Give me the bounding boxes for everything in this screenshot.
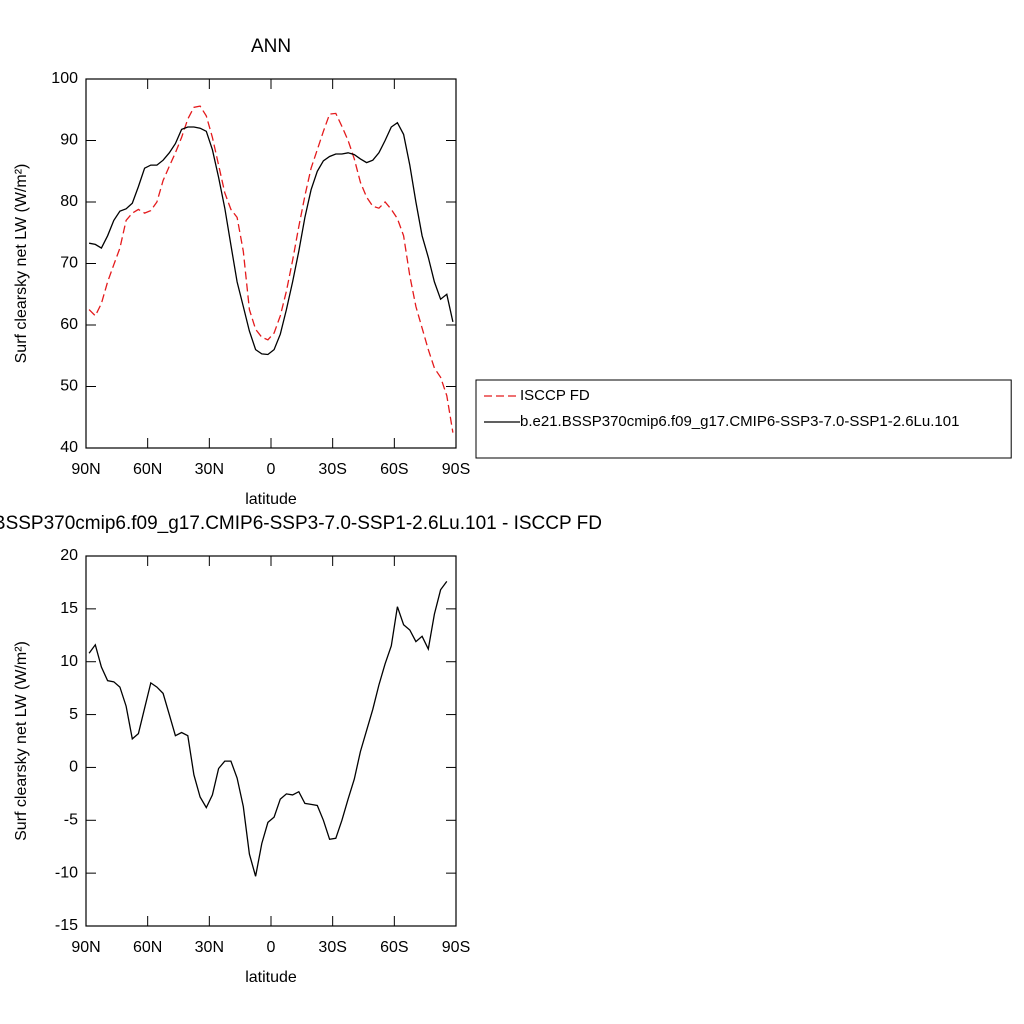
x-tick-label: 30N xyxy=(195,461,224,478)
x-tick-label: 30S xyxy=(318,461,346,478)
y-tick-label: -5 xyxy=(64,812,78,829)
x-tick-label: 30S xyxy=(318,939,346,956)
plot-frame xyxy=(85,78,457,449)
x-axis-label: latitude xyxy=(245,969,297,986)
x-tick-label: 60N xyxy=(133,461,162,478)
plot: ANN latitude Surf clearsky net LW (W/m²) 40… xyxy=(13,36,470,508)
y-axis-label: Surf clearsky net LW (W/m²) xyxy=(13,641,30,841)
y-tick-label: 80 xyxy=(60,193,78,210)
data-line xyxy=(88,121,454,356)
chart-title: b.e21.BSSP370cmip6.f09_g17.CMIP6-SSP3-7.… xyxy=(0,513,602,534)
x-tick-label: 90S xyxy=(442,461,470,478)
x-tick-label: 60S xyxy=(380,939,408,956)
x-axis-label: latitude xyxy=(245,491,297,508)
x-tick-label: 0 xyxy=(267,461,276,478)
y-tick-label: 10 xyxy=(60,653,78,670)
legend: ISCCP FD b.e21.BSSP370cmip6.f09_g17.CMIP6… xyxy=(475,379,1012,459)
x-tick-label: 90S xyxy=(442,939,470,956)
plot: b.e21.BSSP370cmip6.f09_g17.CMIP6-SSP3-7.… xyxy=(0,513,602,986)
y-axis-label: Surf clearsky net LW (W/m²) xyxy=(13,164,30,364)
y-tick-label: 90 xyxy=(60,132,78,149)
y-tick-label: 50 xyxy=(60,378,78,395)
data-line xyxy=(88,105,454,433)
y-tick-label: 20 xyxy=(60,547,78,564)
legend-label: b.e21.BSSP370cmip6.f09_g17.CMIP6-SSP3-7.… xyxy=(520,413,959,430)
y-tick-label: 70 xyxy=(60,255,78,272)
x-tick-label: 60S xyxy=(380,461,408,478)
x-tick-label: 0 xyxy=(267,939,276,956)
legend-frame xyxy=(475,379,1012,459)
y-tick-label: 5 xyxy=(69,706,78,723)
plot-frame xyxy=(85,555,457,927)
data-line xyxy=(88,581,448,877)
x-tick-label: 60N xyxy=(133,939,162,956)
y-tick-label: -10 xyxy=(55,864,78,881)
y-tick-label: -15 xyxy=(55,917,78,934)
x-tick-label: 30N xyxy=(195,939,224,956)
y-tick-label: 0 xyxy=(69,759,78,776)
legend-label: ISCCP FD xyxy=(520,387,590,404)
x-tick-label: 90N xyxy=(71,461,100,478)
y-tick-label: 15 xyxy=(60,600,78,617)
y-tick-label: 100 xyxy=(51,70,78,87)
y-tick-label: 40 xyxy=(60,439,78,456)
chart-title: ANN xyxy=(251,36,291,57)
x-tick-label: 90N xyxy=(71,939,100,956)
y-tick-label: 60 xyxy=(60,316,78,333)
